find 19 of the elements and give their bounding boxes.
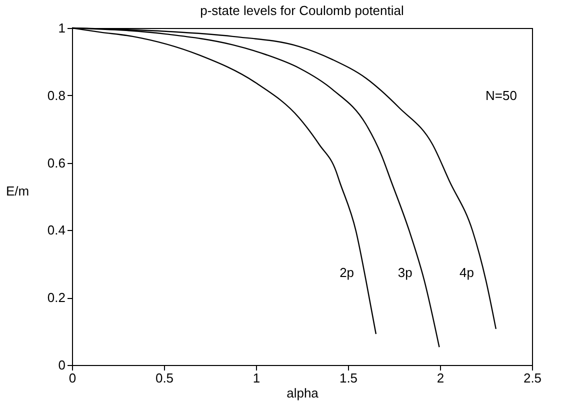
y-tick-label: 0.6 [47,155,66,170]
y-tick-label: 0.8 [47,88,66,103]
y-tick-label: 1 [58,20,66,36]
series-label: 4p [460,264,474,280]
x-tick-label: 1 [252,370,260,386]
y-axis-title: E/m [6,184,30,198]
y-tick-label: 0.4 [47,222,66,238]
x-tick-label: 1.5 [339,370,358,386]
annotation: N=50 [486,88,517,103]
x-tick-label: 0.5 [155,370,174,386]
y-tick-label: 0 [58,358,66,372]
y-tick-label: 0.2 [47,290,66,306]
x-tick-label: 2 [436,370,444,386]
x-tick-label: 0 [68,370,76,386]
series-label: 2p [340,264,354,280]
x-tick-label: 2.5 [523,370,542,386]
x-axis-title: alpha [286,386,320,400]
series-label: 3p [398,264,412,280]
chart-title: p-state levels for Coulomb potential [200,3,404,18]
